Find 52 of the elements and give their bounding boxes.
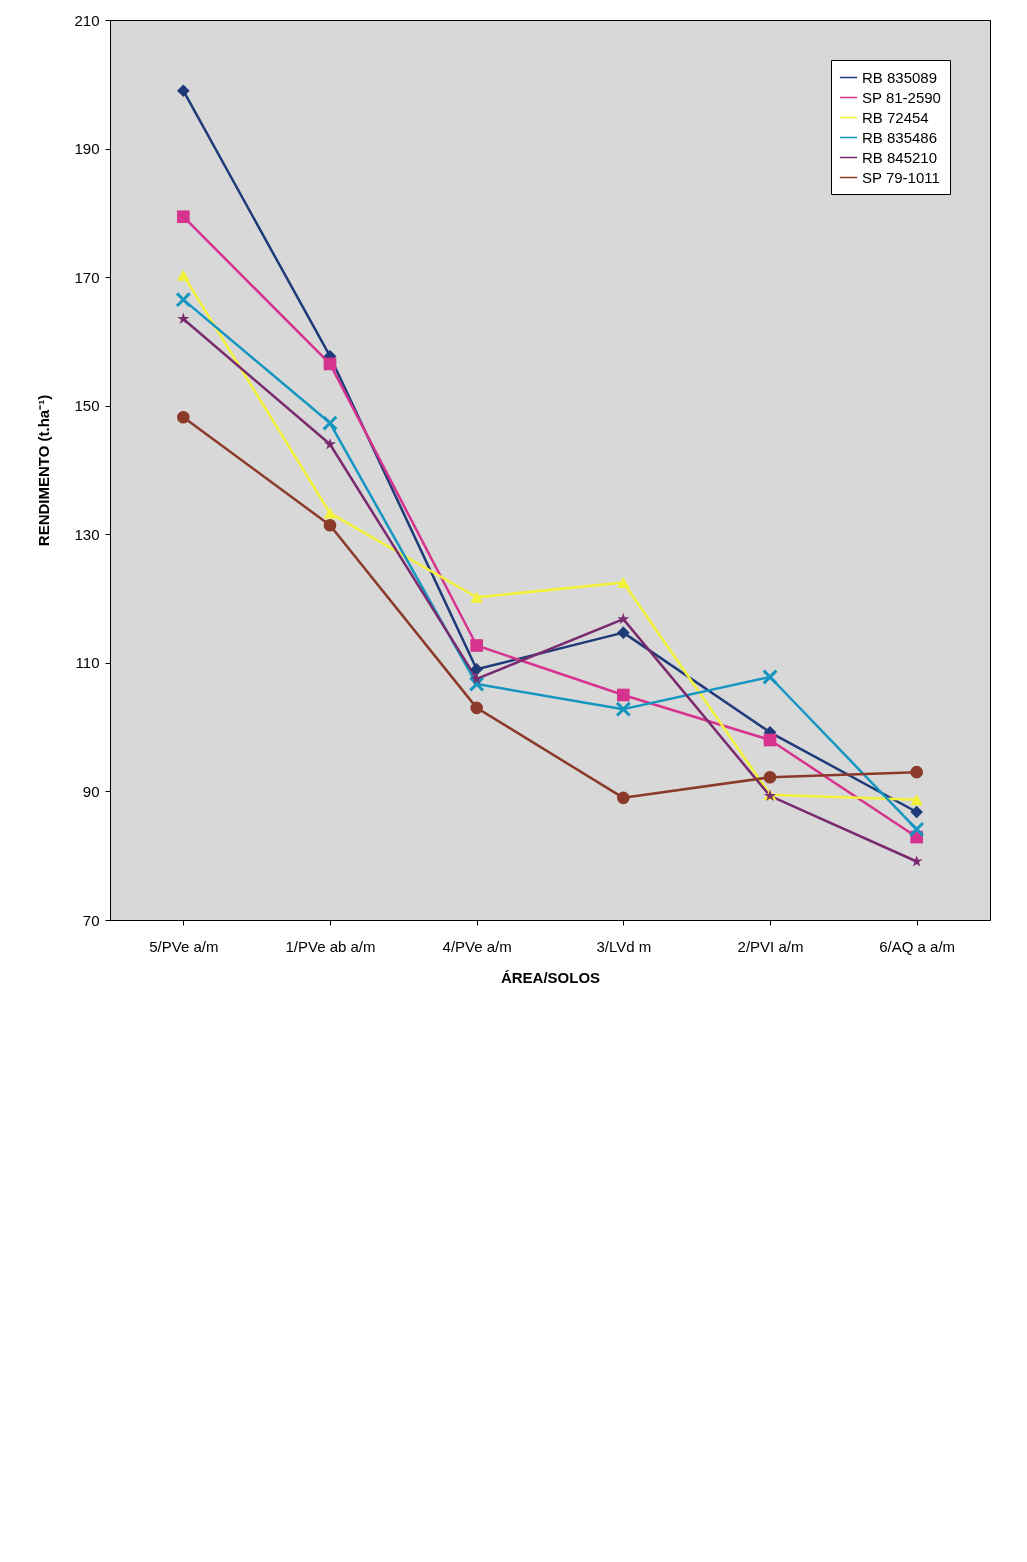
- point: [617, 577, 630, 588]
- legend-label: RB 845210: [862, 148, 938, 166]
- point: [323, 437, 337, 450]
- point: [323, 507, 337, 519]
- point: [322, 415, 338, 431]
- point: [177, 84, 190, 98]
- point: [617, 612, 630, 625]
- y-tick-label: 190: [74, 140, 100, 158]
- point: [470, 591, 483, 603]
- legend-label: SP 81-2590: [862, 88, 941, 106]
- point: [470, 662, 483, 676]
- point: [910, 805, 923, 819]
- point: [617, 688, 630, 702]
- x-axis-title: ÁREA/SOLOS: [500, 968, 601, 986]
- point: [615, 701, 632, 717]
- point: [910, 765, 923, 779]
- x-tick-label: 3/LVd m: [596, 937, 652, 955]
- legend-label: RB 72454: [862, 108, 929, 126]
- point: [470, 672, 483, 685]
- point: [470, 639, 483, 652]
- y-tick-label: 130: [74, 525, 100, 543]
- x-tick-label: 6/AQ a a/m: [879, 937, 956, 955]
- y-tick-label: 110: [75, 654, 100, 672]
- y-axis-title: RENDIMENTO (t.ha⁻¹): [35, 394, 53, 547]
- point: [177, 210, 190, 224]
- point: [908, 821, 925, 838]
- y-tick-label: 70: [82, 911, 100, 929]
- point: [617, 626, 630, 639]
- x-tick-label: 4/PVe a/m: [442, 937, 512, 955]
- point: [763, 733, 777, 747]
- point: [762, 669, 778, 685]
- point: [323, 518, 337, 532]
- point: [617, 791, 630, 805]
- point: [323, 357, 337, 371]
- point: [177, 312, 190, 325]
- point: [763, 770, 777, 784]
- x-tick-label: 2/PVI a/m: [737, 937, 804, 955]
- legend-label: SP 79-1011: [862, 168, 940, 186]
- point: [910, 794, 923, 806]
- x-tick-label: 5/PVe a/m: [149, 937, 219, 955]
- legend-label: RB 835486: [862, 128, 938, 146]
- x-tick-label: 1/PVe ab a/m: [285, 937, 376, 955]
- y-tick-label: 210: [74, 11, 100, 29]
- legend-label: RB 835089: [862, 68, 938, 86]
- y-tick-label: 150: [74, 397, 100, 415]
- point: [177, 269, 190, 281]
- point: [177, 410, 190, 424]
- point: [175, 291, 192, 308]
- point: [470, 701, 483, 715]
- y-tick-label: 90: [82, 782, 100, 800]
- point: [468, 676, 485, 692]
- y-tick-label: 170: [74, 268, 100, 286]
